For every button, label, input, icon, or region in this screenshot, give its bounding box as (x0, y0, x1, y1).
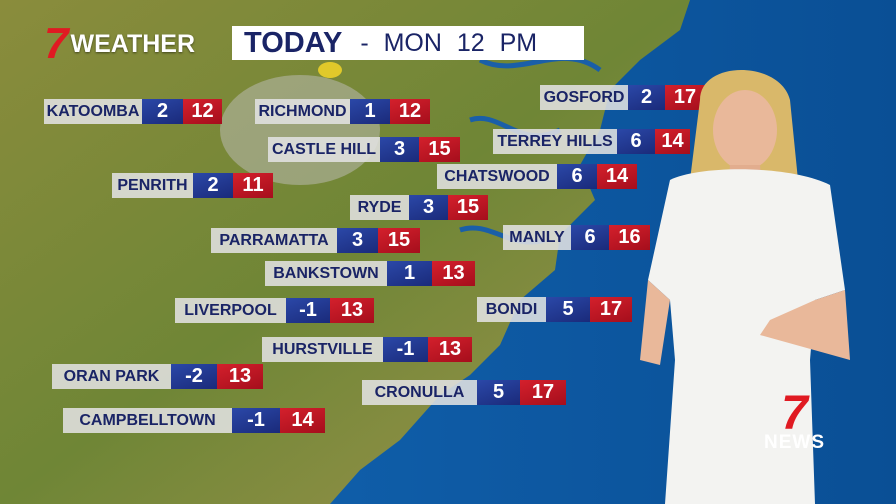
forecast-cronulla: CRONULLA 5 17 (362, 380, 566, 405)
min-temp: -1 (383, 337, 428, 362)
forecast-campbelltown: CAMPBELLTOWN -1 14 (63, 408, 325, 433)
forecast-katoomba: KATOOMBA 2 12 (44, 99, 222, 124)
town-name: BONDI (477, 297, 546, 322)
forecast-liverpool: LIVERPOOL -1 13 (175, 298, 374, 323)
town-name: GOSFORD (540, 85, 628, 110)
min-temp: 6 (557, 164, 597, 189)
town-name: LIVERPOOL (175, 298, 286, 323)
weather-logo: 7 WEATHER (44, 19, 196, 68)
min-temp: 1 (387, 261, 432, 286)
urban-area (220, 75, 380, 185)
min-temp: 3 (409, 195, 448, 220)
forecast-penrith: PENRITH 2 11 (112, 173, 273, 198)
max-temp: 17 (665, 85, 705, 110)
max-temp: 14 (597, 164, 637, 189)
max-temp: 15 (378, 228, 420, 253)
min-temp: 6 (571, 225, 609, 250)
time-label: - MON 12 PM (360, 28, 538, 57)
town-name: CAMPBELLTOWN (63, 408, 232, 433)
seven-logo: 7 (44, 19, 69, 68)
forecast-parramatta: PARRAMATTA 3 15 (211, 228, 420, 253)
max-temp: 12 (183, 99, 222, 124)
max-temp: 13 (428, 337, 472, 362)
max-temp: 17 (520, 380, 566, 405)
page-title: TODAY (244, 26, 343, 59)
forecast-manly: MANLY 6 16 (503, 225, 650, 250)
forecast-hurstville: HURSTVILLE -1 13 (262, 337, 472, 362)
town-name: PARRAMATTA (211, 228, 337, 253)
min-temp: -1 (286, 298, 330, 323)
town-name: PENRITH (112, 173, 193, 198)
max-temp: 11 (233, 173, 273, 198)
min-temp: -1 (232, 408, 280, 433)
max-temp: 12 (390, 99, 430, 124)
min-temp: 5 (546, 297, 590, 322)
town-name: TERREY HILLS (493, 129, 617, 154)
title-banner: TODAY - MON 12 PM (232, 26, 584, 60)
7news-logo: 7 NEWS (764, 387, 825, 454)
town-name: MANLY (503, 225, 571, 250)
max-temp: 15 (448, 195, 488, 220)
min-temp: 2 (628, 85, 665, 110)
min-temp: 3 (337, 228, 378, 253)
town-name: HURSTVILLE (262, 337, 383, 362)
forecast-terrey-hills: TERREY HILLS 6 14 (493, 129, 690, 154)
min-temp: -2 (171, 364, 217, 389)
town-name: RYDE (350, 195, 409, 220)
weather-label: WEATHER (70, 29, 196, 58)
max-temp: 17 (590, 297, 632, 322)
town-name: CHATSWOOD (437, 164, 557, 189)
forecast-oran-park: ORAN PARK -2 13 (52, 364, 263, 389)
min-temp: 3 (380, 137, 419, 162)
town-name: RICHMOND (255, 99, 350, 124)
max-temp: 13 (432, 261, 475, 286)
forecast-bankstown: BANKSTOWN 1 13 (265, 261, 475, 286)
forecast-chatswood: CHATSWOOD 6 14 (437, 164, 637, 189)
town-name: CRONULLA (362, 380, 477, 405)
town-name: CASTLE HILL (268, 137, 380, 162)
forecast-ryde: RYDE 3 15 (350, 195, 488, 220)
town-name: KATOOMBA (44, 99, 142, 124)
max-temp: 13 (217, 364, 263, 389)
min-temp: 6 (617, 129, 655, 154)
max-temp: 13 (330, 298, 374, 323)
forecast-bondi: BONDI 5 17 (477, 297, 632, 322)
forecast-castle-hill: CASTLE HILL 3 15 (268, 137, 460, 162)
max-temp: 14 (655, 129, 690, 154)
rain-radar (318, 62, 342, 78)
min-temp: 1 (350, 99, 390, 124)
max-temp: 15 (419, 137, 460, 162)
forecast-gosford: GOSFORD 2 17 (540, 85, 705, 110)
forecast-richmond: RICHMOND 1 12 (255, 99, 430, 124)
max-temp: 16 (609, 225, 650, 250)
news-label: NEWS (764, 432, 825, 453)
min-temp: 2 (142, 99, 183, 124)
min-temp: 2 (193, 173, 233, 198)
presenter (640, 70, 850, 504)
town-name: BANKSTOWN (265, 261, 387, 286)
town-name: ORAN PARK (52, 364, 171, 389)
min-temp: 5 (477, 380, 520, 405)
max-temp: 14 (280, 408, 325, 433)
seven-news-mark: 7 (781, 387, 808, 440)
